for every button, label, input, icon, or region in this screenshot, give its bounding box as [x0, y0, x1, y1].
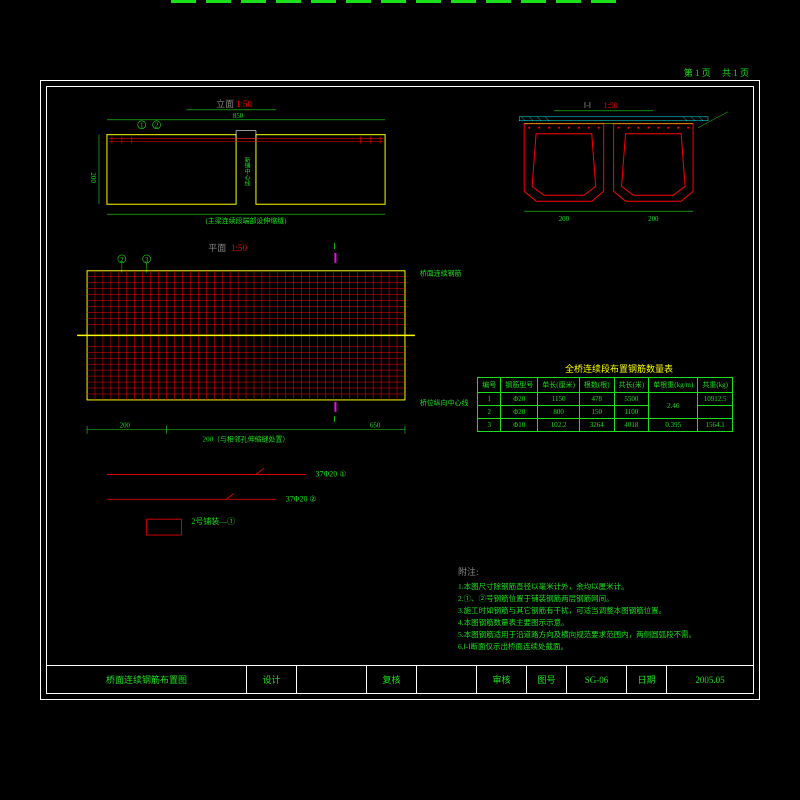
sheet-info: 第 1 页 共 1 页	[684, 66, 749, 79]
dwgno: SG-06	[567, 666, 627, 693]
table-row: 1Φ20115047855002.4610912.5	[478, 393, 733, 406]
th: 单根重(kg/m)	[649, 378, 698, 393]
dim-h: 200	[89, 172, 97, 183]
note-item: 4.本图钢筋数量表主要图示示意。	[458, 617, 738, 629]
note-item: 2.①、②号钢筋位置于铺装钢筋两层钢筋网间。	[458, 593, 738, 605]
note-item: 1.本图尺寸除钢筋直径以毫米计外，余均以厘米计。	[458, 581, 738, 593]
bar3: 2号铺装—①	[191, 516, 235, 526]
check-label: 复核	[367, 666, 417, 693]
qty-table: 编号 钢筋型号 单长(厘米) 根数(根) 共长(米) 单根重(kg/m) 共重(…	[477, 377, 733, 432]
svg-text:2: 2	[155, 122, 159, 130]
note-item: 5.本图钢筋适用于沿道路方向及横向规范要求范围内，两侧圆弧段不需。	[458, 629, 738, 641]
th: 共长(米)	[614, 378, 649, 393]
plan-view: 平面 1:50 Ⅰ 2 3 桥面连续钢筋 桥位纵向中心线 Ⅰ 200 200（	[77, 242, 468, 444]
bar1: 37Φ20 ①	[316, 469, 347, 478]
mark-i-t: Ⅰ	[333, 242, 335, 251]
table-title: 全桥连续段布置钢筋数量表	[565, 362, 673, 375]
binding-marks	[171, 0, 616, 3]
th: 编号	[478, 378, 501, 393]
sec-scale: 1:50	[604, 101, 618, 110]
approve-label: 审核	[477, 666, 527, 693]
th: 共重(kg)	[698, 378, 733, 393]
table-header-row: 编号 钢筋型号 单长(厘米) 根数(根) 共长(米) 单根重(kg/m) 共重(…	[478, 378, 733, 393]
table-row: 3Φ10102.2326440180.3951564.1	[478, 419, 733, 432]
design-label: 设计	[247, 666, 297, 693]
bar2: 37Φ20 ②	[286, 494, 317, 503]
elevation-view: 立面 1:50 850 1 2 新铺中心线 200 (主梁连续段端部设伸缩缝)	[89, 98, 385, 225]
section-view: Ⅰ-Ⅰ 1:50 200 200	[519, 101, 728, 223]
notes-header: 附注:	[458, 565, 738, 579]
plan-d1: 200	[120, 422, 131, 430]
date-label: 日期	[627, 666, 667, 693]
elev-scale: 1:50	[236, 99, 252, 109]
sec-d1: 200	[559, 215, 570, 223]
drawing-name: 桥面连续钢筋布置图	[47, 666, 247, 693]
date: 2005.05	[667, 666, 753, 693]
design-val	[297, 666, 367, 693]
notes-block: 附注: 1.本图尺寸除钢筋直径以毫米计外，余均以厘米计。 2.①、②号钢筋位置于…	[458, 565, 738, 653]
inner-frame: 立面 1:50 850 1 2 新铺中心线 200 (主梁连续段端部设伸缩缝) …	[46, 86, 754, 694]
sheet-no: 第 1 页	[684, 68, 711, 78]
elev-note: (主梁连续段端部设伸缩缝)	[206, 216, 287, 225]
th: 根数(根)	[579, 378, 614, 393]
plan-d2: 650	[370, 422, 381, 430]
plan-label1: 桥面连续钢筋	[420, 269, 462, 278]
th: 钢筋型号	[501, 378, 538, 393]
plan-title: 平面	[208, 243, 226, 253]
sheet-total: 共 1 页	[722, 68, 749, 78]
center-label: 新铺中心线	[243, 156, 250, 187]
mark-i-b: Ⅰ	[333, 415, 335, 424]
plan-scale: 1:50	[231, 243, 247, 253]
dim-top: 850	[233, 112, 244, 120]
svg-text:1: 1	[140, 122, 144, 130]
drawing-frame: 第 1 页 共 1 页 立面 1:50 850 1 2 新铺中心线 200 (主…	[40, 80, 760, 700]
plan-note: 200（与相邻孔伸缩缝处置）	[203, 435, 290, 444]
title-block: 桥面连续钢筋布置图 设计 复核 审核 图号 SG-06 日期 2005.05	[47, 665, 753, 693]
bar-details: 37Φ20 ① 37Φ20 ② 2号铺装—①	[107, 468, 346, 535]
note-item: 6.Ⅰ-Ⅰ断面仅示出桥面连续处截面。	[458, 641, 738, 653]
note-item: 3.施工时如钢筋与其它钢筋有干扰，可适当调整本图钢筋位置。	[458, 605, 738, 617]
dwgno-label: 图号	[527, 666, 567, 693]
sec-d2: 200	[648, 215, 659, 223]
th: 单长(厘米)	[538, 378, 580, 393]
svg-text:3: 3	[145, 256, 149, 264]
check-val	[417, 666, 477, 693]
elev-title: 立面	[216, 98, 234, 109]
svg-text:2: 2	[120, 256, 124, 264]
sec-title: Ⅰ-Ⅰ	[584, 101, 591, 110]
plan-label2: 桥位纵向中心线	[420, 398, 469, 407]
